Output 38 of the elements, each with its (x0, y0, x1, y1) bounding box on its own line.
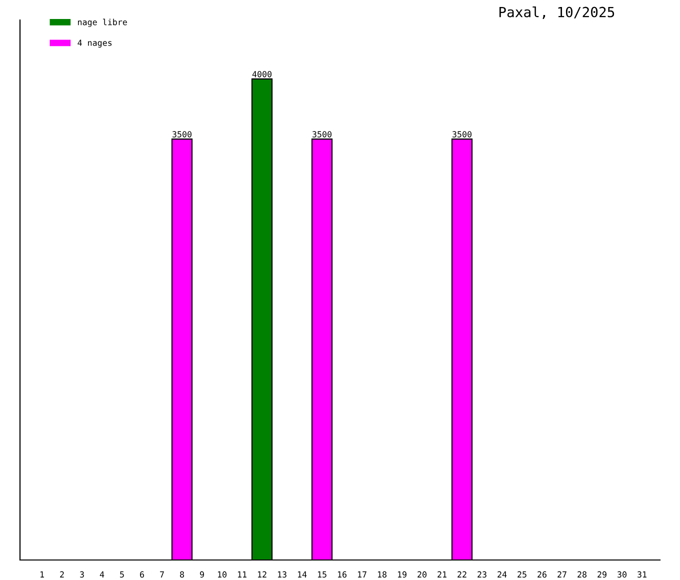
x-tick-label: 26 (538, 571, 546, 578)
x-tick-label: 9 (200, 571, 204, 578)
x-tick-label: 4 (100, 571, 104, 578)
x-tick-label: 8 (180, 571, 184, 578)
x-tick-label: 18 (378, 571, 386, 578)
x-tick-label: 31 (638, 571, 646, 578)
x-tick-label: 10 (218, 571, 226, 578)
x-tick-label: 5 (120, 571, 124, 578)
x-tick-label: 22 (458, 571, 466, 578)
legend-label: nage libre (78, 18, 127, 27)
data-label: 4000 (252, 71, 272, 78)
x-tick-label: 1 (40, 571, 44, 578)
x-tick-label: 13 (278, 571, 286, 578)
chart-title: Paxal, 10/2025 (499, 6, 614, 20)
data-label: 3500 (452, 131, 472, 138)
x-tick-label: 21 (438, 571, 446, 578)
x-tick-label: 27 (558, 571, 566, 578)
legend-label: 4 nages (78, 40, 112, 48)
x-tick-label: 30 (618, 571, 626, 578)
data-label: 3500 (172, 131, 192, 138)
x-tick-label: 3 (80, 571, 84, 578)
x-tick-label: 12 (258, 571, 266, 578)
x-tick-label: 15 (318, 571, 326, 578)
x-tick-label: 24 (498, 571, 507, 578)
x-tick-label: 19 (398, 571, 406, 578)
x-tick-label: 14 (298, 571, 307, 578)
x-tick-label: 23 (478, 571, 486, 578)
x-tick-label: 11 (238, 571, 246, 578)
x-tick-label: 25 (518, 571, 526, 578)
x-tick-label: 29 (598, 571, 606, 578)
x-tick-label: 16 (338, 571, 346, 578)
x-tick-label: 28 (578, 571, 586, 578)
x-tick-label: 2 (60, 571, 64, 578)
x-tick-label: 6 (140, 571, 144, 578)
x-tick-label: 20 (418, 571, 426, 578)
x-tick-label: 17 (358, 571, 366, 578)
x-tick-label: 7 (160, 571, 164, 578)
data-label: 3500 (312, 131, 332, 138)
